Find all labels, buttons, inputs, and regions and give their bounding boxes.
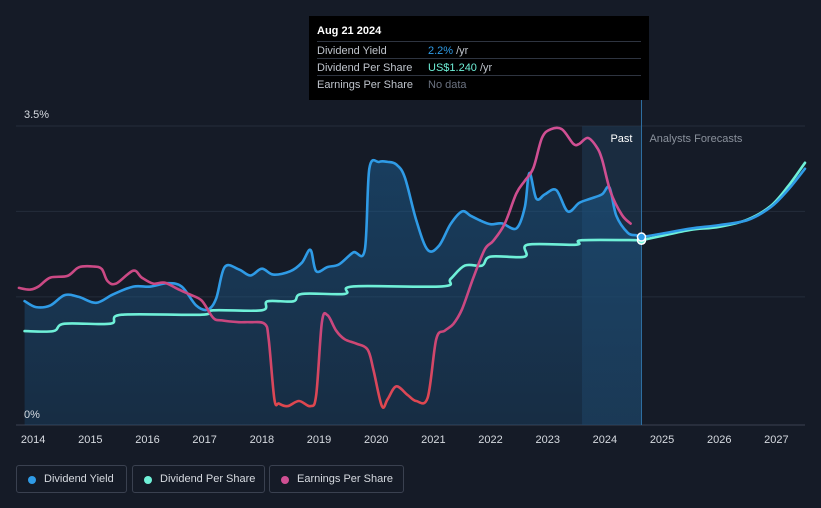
legend-label: Earnings Per Share [297,473,393,485]
legend-earnings-per-share[interactable]: Earnings Per Share [269,465,404,493]
earnings-per-share-line [17,126,632,409]
tooltip-label: Dividend Yield [317,45,387,57]
x-tick-label: 2025 [650,434,674,446]
x-tick-label: 2023 [535,434,559,446]
x-tick-label: 2027 [764,434,788,446]
x-tick-label: 2021 [421,434,445,446]
legend-dividend-yield[interactable]: Dividend Yield [16,465,127,493]
x-tick-label: 2024 [593,434,617,446]
forecast-label: Analysts Forecasts [649,133,742,145]
x-tick-label: 2019 [307,434,331,446]
y-tick-top: 3.5% [24,109,49,121]
x-tick-label: 2015 [78,434,102,446]
legend-dot-icon [144,476,152,484]
tooltip-row-dividend-yield: Dividend Yield 2.2%/yr [317,41,641,59]
x-tick-label: 2020 [364,434,388,446]
tooltip-label: Earnings Per Share [317,79,413,91]
dividend-per-share-line [23,238,643,333]
legend-label: Dividend Yield [44,473,114,485]
past-label: Past [610,133,632,145]
series-lines [17,126,807,409]
x-tick-label: 2026 [707,434,731,446]
x-tick-label: 2014 [21,434,45,446]
legend-dot-icon [28,476,36,484]
x-tick-label: 2022 [478,434,502,446]
tooltip-row-dividend-per-share: Dividend Per Share US$1.240/yr [317,58,641,76]
current-markers [636,232,647,245]
dividend-yield-forecast-line [640,167,807,239]
legend-label: Dividend Per Share [160,473,256,485]
x-tick-label: 2016 [135,434,159,446]
tooltip: Aug 21 2024 Dividend Yield 2.2%/yr Divid… [309,16,649,100]
tooltip-value: 2.2%/yr [428,45,469,57]
x-tick-label: 2018 [250,434,274,446]
tooltip-date: Aug 21 2024 [317,25,382,37]
tooltip-value: No data [428,79,467,91]
legend-dividend-per-share[interactable]: Dividend Per Share [132,465,265,493]
legend-dot-icon [281,476,289,484]
dividend-yield-area-fill [24,160,642,426]
y-tick-bottom: 0% [24,409,40,421]
dividend-yield-marker [636,232,647,242]
tooltip-label: Dividend Per Share [317,62,413,74]
x-tick-label: 2017 [192,434,216,446]
tooltip-row-earnings-per-share: Earnings Per Share No data [317,75,641,93]
tooltip-value: US$1.240/yr [428,62,493,74]
dividend-yield-area [24,160,642,426]
x-axis-ticks: 2014 2015 2016 2017 2018 2019 2020 2021 2022 2023… [21,434,789,446]
dividend-per-share-forecast-line [640,161,807,242]
